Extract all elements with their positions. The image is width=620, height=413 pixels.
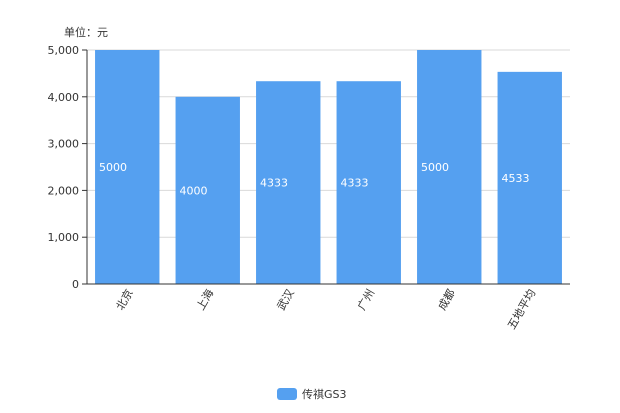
bar[interactable]	[497, 71, 562, 285]
y-tick-label: 0	[72, 278, 79, 291]
y-tick-label: 1,000	[48, 231, 80, 244]
bar-value-label: 4000	[180, 184, 208, 197]
bars: 5000 4000 4333 4333 5000 4533	[95, 50, 562, 285]
bar-value-label: 4333	[260, 177, 288, 190]
legend-swatch-icon[interactable]	[277, 388, 297, 400]
bar[interactable]	[95, 50, 160, 284]
y-axis: 0 1,000 2,000 3,000 4,000 5,000	[48, 44, 88, 291]
x-tick-label: 成都	[436, 287, 458, 313]
bar-value-label: 4333	[341, 177, 369, 190]
x-axis: 北京 上海 武汉 广州 成都 五地平均	[87, 283, 570, 332]
bar[interactable]	[417, 50, 482, 284]
x-tick-label: 上海	[193, 287, 216, 313]
bar-value-label: 5000	[99, 161, 127, 174]
gridlines	[87, 49, 570, 238]
x-tick-label: 广州	[355, 287, 377, 313]
legend-label[interactable]: 传祺GS3	[302, 388, 347, 401]
legend[interactable]: 传祺GS3	[277, 388, 347, 401]
bar[interactable]	[336, 81, 401, 284]
y-tick-label: 3,000	[48, 138, 80, 151]
y-tick-label: 2,000	[48, 184, 80, 197]
x-tick-label: 武汉	[275, 287, 297, 313]
bar-value-label: 5000	[421, 161, 449, 174]
x-tick-label: 五地平均	[505, 287, 538, 332]
bar[interactable]	[175, 96, 240, 284]
bar[interactable]	[256, 81, 321, 284]
bar-value-label: 4533	[502, 172, 530, 185]
unit-label: 单位：元	[64, 25, 108, 39]
y-tick-label: 5,000	[48, 44, 80, 57]
x-tick-label: 北京	[113, 287, 136, 313]
y-tick-label: 4,000	[48, 91, 80, 104]
